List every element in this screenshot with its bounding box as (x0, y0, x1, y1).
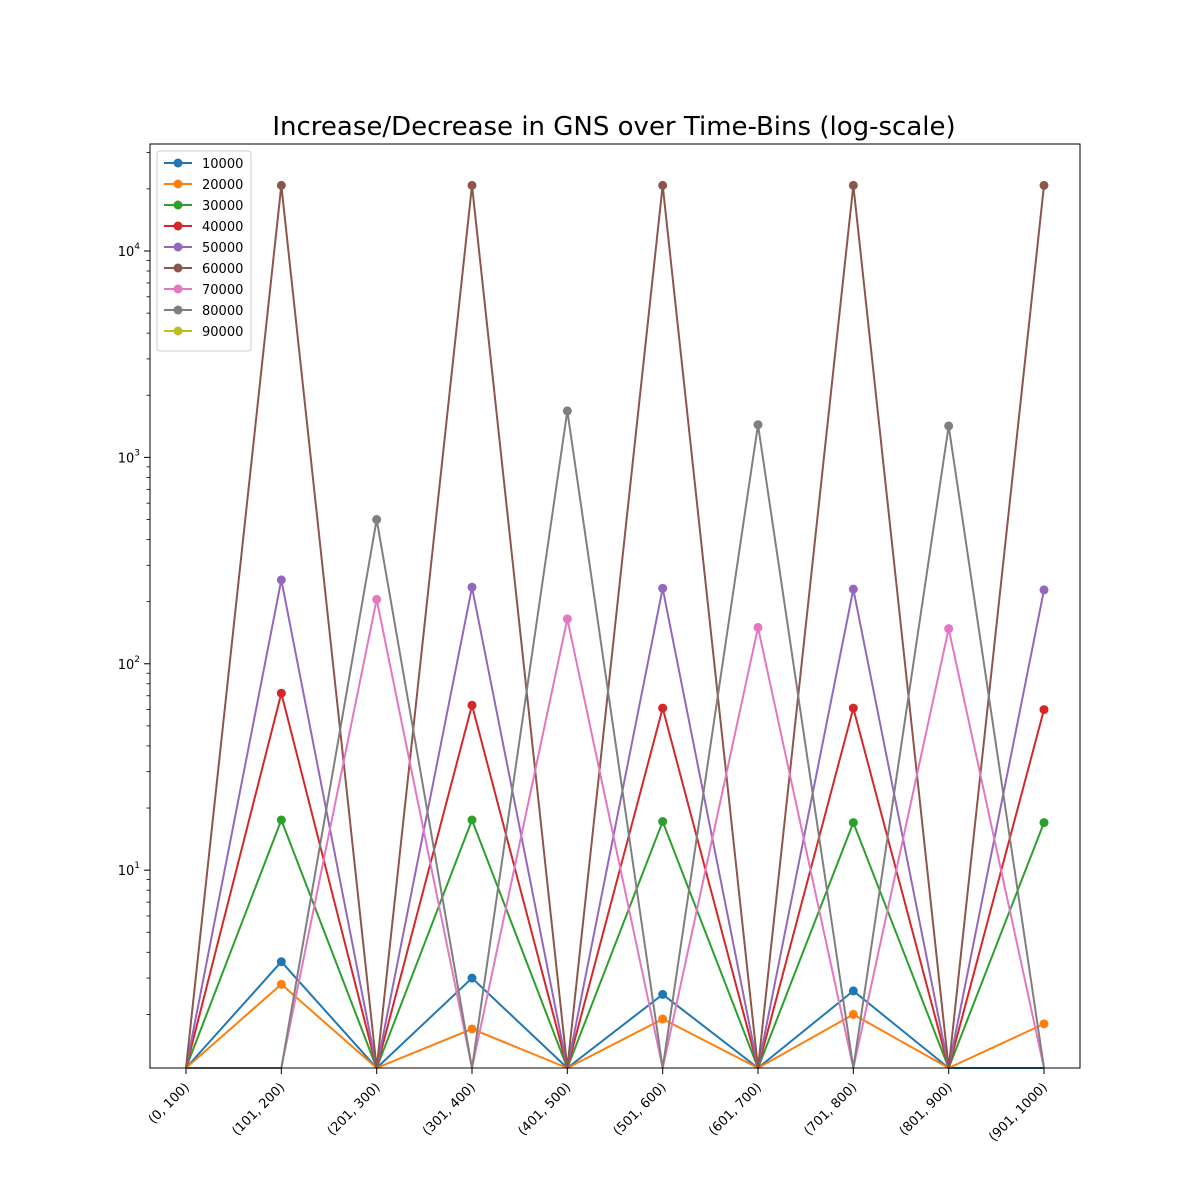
data-point-20000-7 (848, 1009, 858, 1019)
x-tick-label-8: (801, 900) (897, 1080, 956, 1139)
data-point-80000-8 (944, 421, 954, 431)
data-point-70000-6 (753, 622, 763, 632)
x-tick-label-0: (0, 100) (146, 1080, 193, 1127)
plot-frame (149, 143, 1081, 1069)
plot-markers (276, 180, 1049, 1034)
legend-marker-70000 (173, 284, 183, 294)
data-point-70000-8 (944, 624, 954, 634)
x-tick-label-5: (501, 600) (611, 1080, 670, 1139)
y-tick-label-3: 104 (118, 242, 141, 260)
data-point-40000-1 (276, 688, 286, 698)
data-point-60000-9 (1039, 180, 1049, 190)
legend: 10000 20000 30000 40000 50000 60000 70000 80000… (156, 150, 252, 352)
series-line-70000 (186, 598, 1045, 1069)
legend-marker-40000 (173, 221, 183, 231)
legend-label-90000: 90000 (202, 325, 243, 340)
x-axis: (0, 100) (101, 200) (201, 300) (301, 400) (4… (146, 1068, 1051, 1145)
data-point-80000-6 (753, 420, 763, 430)
y-tick-label-2: 103 (118, 448, 140, 466)
series-line-60000 (185, 184, 1045, 1069)
data-point-50000-9 (1039, 585, 1049, 595)
y-tick-label-1: 102 (118, 655, 140, 673)
data-point-60000-7 (848, 180, 858, 190)
data-point-40000-9 (1039, 705, 1049, 715)
legend-label-80000: 80000 (202, 304, 243, 319)
x-tick-label-7: (701, 800) (801, 1080, 860, 1139)
data-point-80000-2 (372, 515, 382, 525)
legend-box (156, 150, 252, 352)
y-axis: 101 102 103 104 (118, 152, 150, 1015)
series-line-10000 (185, 960, 1044, 1069)
legend-marker-60000 (173, 263, 183, 273)
data-point-30000-1 (276, 815, 286, 825)
data-point-10000-1 (276, 957, 286, 967)
x-tick-label-6: (601, 700) (706, 1080, 765, 1139)
data-point-20000-1 (276, 979, 286, 989)
data-point-60000-5 (658, 180, 668, 190)
data-point-10000-7 (848, 986, 858, 996)
data-point-50000-7 (848, 584, 858, 594)
data-point-70000-2 (372, 594, 382, 604)
x-tick-label-2: (201, 300) (325, 1080, 384, 1139)
legend-label-50000: 50000 (202, 241, 243, 256)
legend-label-20000: 20000 (202, 178, 243, 193)
data-point-20000-3 (467, 1024, 477, 1034)
series-line-80000 (186, 409, 1045, 1069)
plot-lines (185, 184, 1045, 1069)
data-point-10000-3 (467, 973, 477, 983)
data-point-70000-4 (562, 614, 572, 624)
data-point-20000-5 (658, 1014, 668, 1024)
legend-marker-10000 (173, 158, 183, 168)
legend-label-60000: 60000 (202, 262, 243, 277)
legend-label-70000: 70000 (202, 283, 243, 298)
legend-marker-90000 (173, 326, 183, 336)
data-point-50000-1 (276, 575, 286, 585)
x-tick-label-9: (901, 1000) (986, 1080, 1051, 1145)
chart-title: Increase/Decrease in GNS over Time-Bins … (272, 112, 955, 142)
x-tick-label-3: (301, 400) (420, 1080, 479, 1139)
data-point-20000-9 (1039, 1019, 1049, 1029)
data-point-40000-7 (848, 703, 858, 713)
series-line-20000 (185, 983, 1045, 1069)
series-line-30000 (185, 819, 1045, 1069)
legend-marker-30000 (173, 200, 183, 210)
data-point-30000-5 (658, 817, 668, 827)
legend-marker-80000 (173, 305, 183, 315)
y-tick-label-0: 101 (118, 861, 140, 879)
x-tick-label-4: (401, 500) (515, 1080, 574, 1139)
legend-label-40000: 40000 (202, 220, 243, 235)
data-point-60000-3 (467, 180, 477, 190)
legend-label-10000: 10000 (202, 157, 243, 172)
data-point-50000-3 (467, 582, 477, 592)
x-tick-label-1: (101, 200) (229, 1080, 288, 1139)
legend-marker-50000 (173, 242, 183, 252)
data-point-80000-4 (562, 406, 572, 416)
series-line-50000 (185, 578, 1045, 1069)
data-point-30000-9 (1039, 818, 1049, 828)
legend-marker-20000 (173, 179, 183, 189)
data-point-50000-5 (658, 583, 668, 593)
data-point-30000-7 (848, 818, 858, 828)
data-point-40000-5 (658, 703, 668, 713)
data-point-30000-3 (467, 815, 477, 825)
data-point-10000-5 (658, 989, 668, 999)
data-point-60000-1 (276, 180, 286, 190)
legend-label-30000: 30000 (202, 199, 243, 214)
series-line-40000 (185, 692, 1045, 1069)
data-point-40000-3 (467, 700, 477, 710)
